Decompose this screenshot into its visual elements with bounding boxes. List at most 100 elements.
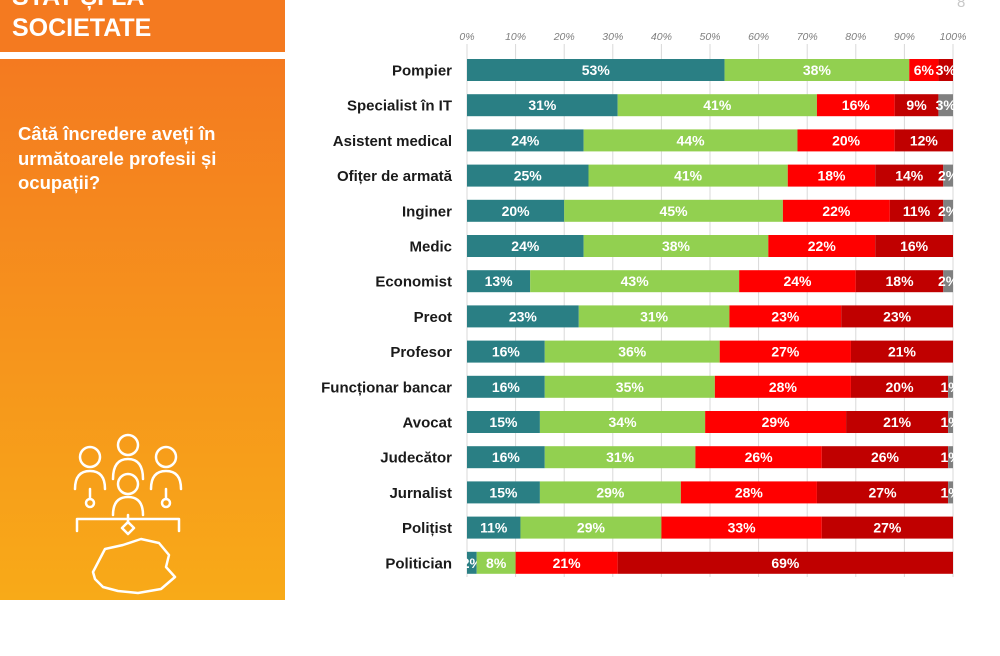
category-label: Ofițer de armată xyxy=(337,168,453,185)
bar-segment xyxy=(948,446,953,469)
data-label: 38% xyxy=(803,62,832,78)
survey-question: Câtă încredere aveți în următoarele prof… xyxy=(18,123,217,193)
data-label: 11% xyxy=(903,203,931,219)
category-label: Medic xyxy=(409,239,452,256)
bar-segment xyxy=(816,481,949,504)
bar-segment xyxy=(680,481,817,504)
data-label: 41% xyxy=(703,97,732,113)
data-label: 2% xyxy=(938,168,959,184)
bar-segment xyxy=(467,411,540,433)
bar-segment xyxy=(948,481,953,504)
sidebar-panel: Câtă încredere aveți în următoarele prof… xyxy=(0,59,285,656)
bar-segment xyxy=(909,59,939,81)
bar-segment xyxy=(588,164,788,187)
x-tick-label: 0% xyxy=(459,31,474,43)
data-label: 25% xyxy=(514,168,543,184)
bar-segment xyxy=(850,375,949,398)
data-label: 31% xyxy=(640,308,669,324)
data-label: 21% xyxy=(883,414,912,430)
category-label: Specialist în IT xyxy=(347,98,452,115)
data-label: 22% xyxy=(822,203,851,219)
data-label: 13% xyxy=(485,273,514,289)
bar-segment xyxy=(544,446,696,469)
x-tick-label: 70% xyxy=(797,31,818,43)
category-label: Profesor xyxy=(390,344,452,361)
category-label: Asistent medical xyxy=(333,133,452,150)
bar-segment xyxy=(544,375,715,398)
bar-segment xyxy=(875,235,953,257)
data-label: 18% xyxy=(817,168,846,184)
sidebar-title: STAT ȘI LA SOCIETATE xyxy=(12,0,152,42)
data-label: 16% xyxy=(842,97,871,113)
data-label: 1% xyxy=(940,449,961,465)
bar-segment xyxy=(729,305,842,328)
data-label: 9% xyxy=(906,97,927,113)
bar-segment xyxy=(816,94,895,117)
data-label: 18% xyxy=(886,273,915,289)
bar-segment xyxy=(739,270,856,293)
data-label: 26% xyxy=(745,449,774,465)
x-tick-label: 20% xyxy=(553,31,575,43)
bar-segment xyxy=(855,270,944,293)
data-label: 14% xyxy=(895,168,924,184)
data-label: 27% xyxy=(771,344,800,360)
data-label: 24% xyxy=(783,273,812,289)
data-label: 27% xyxy=(869,484,898,500)
bar-segment xyxy=(515,551,618,574)
bar-segment xyxy=(467,375,545,398)
x-tick-label: 50% xyxy=(699,31,720,43)
data-label: 29% xyxy=(762,414,791,430)
x-tick-label: 10% xyxy=(505,31,526,43)
bar-segment xyxy=(467,59,725,81)
data-label: 69% xyxy=(771,555,800,571)
bar-segment xyxy=(943,199,953,222)
category-label: Pompier xyxy=(392,63,452,80)
bar-segment xyxy=(889,199,944,222)
bar-segment xyxy=(539,481,681,504)
data-label: 20% xyxy=(832,132,861,148)
x-tick-label: 100% xyxy=(940,31,967,43)
bar-segment xyxy=(467,446,545,469)
sidebar-footer: ROMÂNII ÎN 2023. Sondaj de xyxy=(18,642,180,656)
data-label: 12% xyxy=(910,132,939,148)
data-label: 36% xyxy=(618,344,647,360)
bar-segment xyxy=(467,94,618,117)
category-label: Jurnalist xyxy=(389,485,452,502)
bar-segment xyxy=(695,446,822,469)
bar-segment xyxy=(938,59,953,81)
x-tick-label: 80% xyxy=(845,31,866,43)
data-label: 3% xyxy=(936,62,957,78)
data-label: 31% xyxy=(606,449,635,465)
bar-segment xyxy=(544,340,720,363)
sidebar: STAT ȘI LA SOCIETATE Câtă încredere aveț… xyxy=(0,0,285,656)
bar-segment xyxy=(578,305,730,328)
data-label: 23% xyxy=(883,308,912,324)
bar-segment xyxy=(520,516,662,539)
data-label: 45% xyxy=(660,203,689,219)
people-network-romania-map-icon xyxy=(73,433,183,595)
data-label: 29% xyxy=(577,520,606,536)
data-label: 33% xyxy=(728,520,757,536)
bar-segment xyxy=(530,270,740,293)
category-label: Inginer xyxy=(402,203,452,220)
bar-segment xyxy=(850,340,953,363)
data-label: 8% xyxy=(486,555,507,571)
category-label: Funcționar bancar xyxy=(321,379,452,396)
bar-segment xyxy=(768,235,876,257)
data-label: 20% xyxy=(502,203,531,219)
bar-segment xyxy=(821,516,953,539)
data-label: 53% xyxy=(582,62,611,78)
data-label: 28% xyxy=(769,379,798,395)
data-label: 16% xyxy=(492,449,521,465)
bar-segment xyxy=(564,199,783,222)
bar-segment xyxy=(617,551,953,574)
bar-segment xyxy=(467,481,540,504)
data-label: 24% xyxy=(511,238,540,254)
page-number: 8 xyxy=(957,0,966,11)
bar-segment xyxy=(787,164,876,187)
data-label: 3% xyxy=(936,97,957,113)
data-label: 24% xyxy=(511,132,540,148)
data-label: 16% xyxy=(900,238,929,254)
bar-segment xyxy=(467,199,565,222)
data-label: 43% xyxy=(621,273,650,289)
